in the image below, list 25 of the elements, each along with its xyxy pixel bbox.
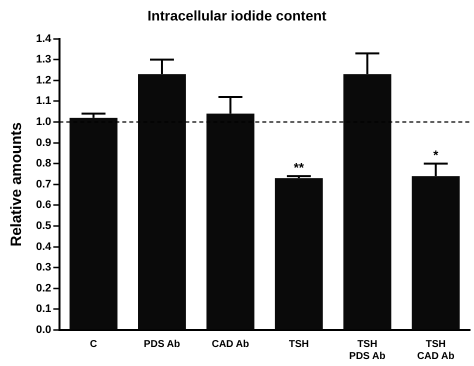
y-tick-label: 0.1 — [36, 303, 52, 316]
y-tick-label: 0.7 — [36, 178, 52, 190]
y-tick-label: 0.3 — [36, 262, 52, 274]
x-tick-label: CAD Ab — [212, 338, 250, 350]
y-tick-label: 1.4 — [36, 32, 52, 45]
y-tick-label: 1.3 — [36, 54, 52, 66]
y-axis-title: Relative amounts — [8, 122, 26, 247]
annotation: * — [433, 148, 440, 163]
y-tick-label: 0.9 — [36, 136, 52, 149]
x-tick-label: TSH — [288, 338, 309, 350]
y-tick-label: 0.5 — [36, 220, 52, 232]
y-tick-label: 0.6 — [36, 199, 52, 212]
y-tick-label: 1.0 — [36, 116, 52, 128]
y-tick-label: 0.2 — [36, 282, 52, 294]
y-tick-label: 1.2 — [36, 74, 52, 86]
annotation: ** — [294, 160, 305, 176]
x-tick-label: TSH CAD Ab — [417, 338, 454, 362]
chart-title: Intracellular iodide content — [148, 7, 327, 24]
y-tick-label: 0.8 — [36, 158, 52, 170]
x-tick-label: TSH PDS Ab — [349, 338, 386, 362]
x-tick-label: PDS Ab — [144, 338, 180, 350]
y-tick-label: 1.1 — [36, 95, 52, 108]
y-tick-label: 0.0 — [36, 324, 52, 336]
y-tick-label: 0.4 — [36, 240, 52, 253]
x-tick-label: C — [90, 338, 98, 350]
